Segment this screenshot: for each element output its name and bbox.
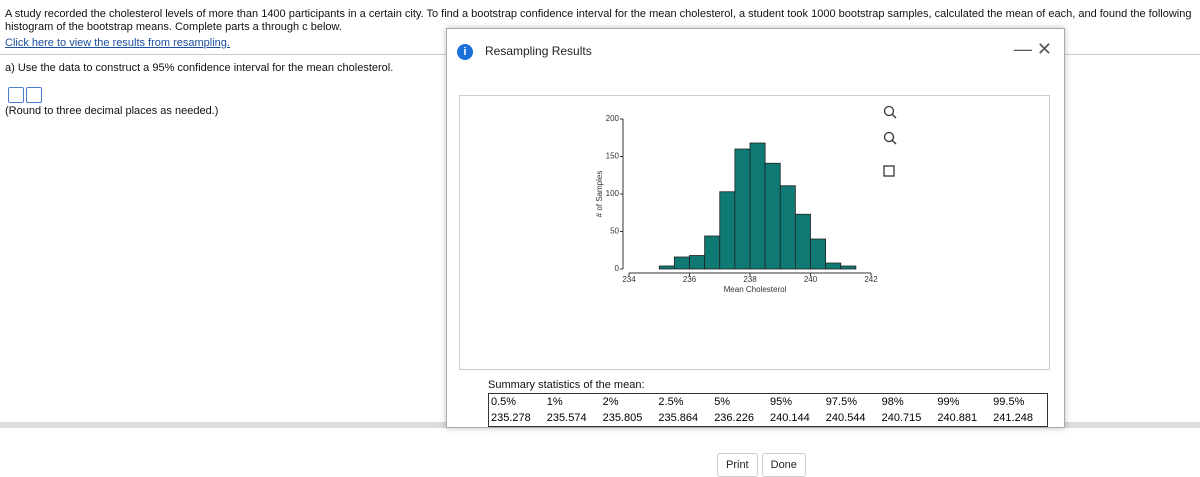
bar (810, 238, 827, 270)
bar (764, 162, 781, 270)
bar (840, 265, 857, 270)
info-icon: i (457, 44, 473, 60)
percentile-value: 240.544 (825, 412, 866, 424)
percentile-value: 240.715 (881, 412, 922, 424)
percentile-header: 1% (546, 396, 563, 408)
bar (734, 148, 751, 270)
answer-boxes[interactable] (8, 87, 44, 108)
percentile-value: 235.805 (602, 412, 643, 424)
bar (749, 142, 766, 270)
bar (704, 235, 721, 270)
hint: (Round to three decimal places as needed… (5, 105, 219, 117)
percentile-value: 240.144 (769, 412, 810, 424)
dialog-button[interactable]: Done (761, 453, 806, 477)
x-tick-label: 234 (622, 275, 636, 284)
x-tick-label: 240 (804, 275, 818, 284)
percentile-header: 99.5% (993, 396, 1025, 408)
x-tick-label: 238 (743, 275, 757, 284)
percentile-value: 235.574 (546, 412, 587, 424)
percentile-header: 5% (714, 396, 731, 408)
part-a: a) Use the data to construct a 95% confi… (5, 62, 394, 74)
x-tick-label: 242 (864, 275, 878, 284)
question: A study recorded the cholesterol levels … (5, 8, 1192, 33)
percentile-header: 98% (881, 396, 904, 408)
percentile-header: 95% (769, 396, 793, 408)
bar (658, 265, 675, 270)
histogram: 0 50 100 150 200 234 236 238 240 242 Mean Choleste… (595, 105, 897, 294)
bar (825, 262, 842, 270)
bar (794, 213, 811, 270)
dialog-header: i Resampling Results (457, 44, 592, 60)
percentile-header: 99% (937, 396, 960, 408)
summary-title: Summary statistics of the mean: (488, 379, 645, 391)
dialog-button[interactable]: Print (717, 453, 758, 477)
x-tick-label: 236 (683, 275, 697, 284)
y-tick-label: 0 (615, 264, 620, 273)
dialog-title: Resampling Results (485, 44, 592, 58)
results-link[interactable]: Click here to view the results from resa… (5, 37, 230, 49)
bar (673, 256, 690, 270)
bar (689, 255, 706, 270)
zoom-icons[interactable] (883, 105, 897, 177)
y-tick-label: 200 (606, 114, 620, 123)
bar (719, 191, 736, 270)
percentile-header: 0.5% (491, 396, 517, 408)
percentile-value: 235.278 (491, 412, 531, 424)
percentile-header: 97.5% (825, 396, 857, 408)
page: A study recorded the cholesterol levels … (0, 8, 1200, 477)
percentile-value: 236.226 (714, 412, 754, 424)
y-tick-label: 50 (610, 227, 619, 236)
window-controls[interactable]: — ✕ (1013, 39, 1052, 59)
x-axis-label: Mean Cholesterol (724, 285, 787, 294)
percentile-header: 2.5% (658, 396, 684, 408)
y-tick-label: 150 (606, 152, 620, 161)
buttons: Print Done (717, 453, 810, 477)
percentile-value: 240.881 (937, 412, 978, 424)
summary-table: 0.5% 1% 2% 2.5% 5% 95% 97.5% 98% 99% 99.5% 235.278… (488, 393, 1048, 427)
results-panel: 0 50 100 150 200 234 236 238 240 242 Mean Choleste… (459, 95, 1050, 477)
y-tick-label: 100 (606, 189, 620, 198)
percentile-value: 235.864 (658, 412, 699, 424)
y-axis-label: # of Samples (595, 171, 604, 218)
percentile-value: 241.248 (993, 412, 1033, 424)
bar (779, 185, 796, 270)
percentile-header: 2% (602, 396, 619, 408)
dialog: i Resampling Results — ✕ 0 50 100 150 200 234 2… (446, 28, 1065, 477)
